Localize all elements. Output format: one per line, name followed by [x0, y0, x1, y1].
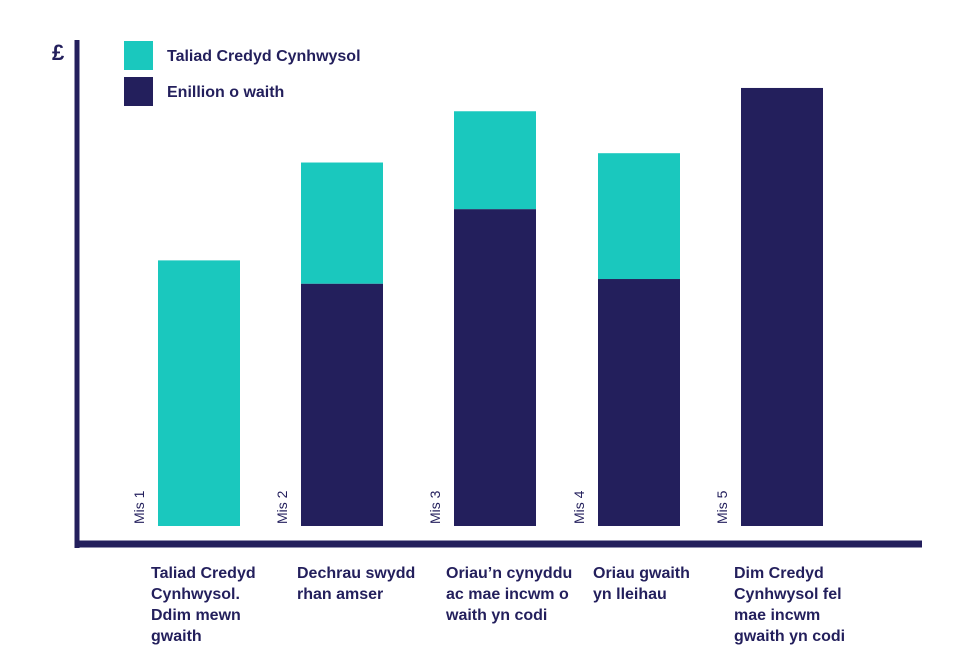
legend: Taliad Credyd Cynhwysol Enillion o waith — [124, 41, 361, 106]
month-label: Mis 5 — [714, 490, 730, 524]
category-captions: Taliad Credyd Cynhwysol. Ddim mewn gwaith De… — [151, 565, 845, 645]
category-caption-line: Cynhwysol fel — [734, 586, 842, 603]
month-label: Mis 4 — [571, 490, 587, 524]
category-caption-line: mae incwm — [734, 607, 820, 624]
category-caption-line: yn lleihau — [593, 586, 667, 603]
bar-mis4-taliad — [598, 153, 680, 280]
category-caption-line: Oriau gwaith — [593, 565, 690, 582]
legend-swatch — [124, 77, 153, 106]
bar-mis3-taliad — [454, 111, 536, 210]
bar-mis2-enillion — [301, 283, 383, 526]
category-caption-line: gwaith — [151, 628, 202, 645]
month-labels: Mis 1 Mis 2 Mis 3 Mis 4 Mis 5 — [131, 490, 730, 524]
legend-swatch — [124, 41, 153, 70]
bars-group — [158, 87, 823, 527]
y-axis-symbol: £ — [52, 40, 65, 65]
axes-group: £ — [52, 40, 922, 548]
category-caption-line: gwaith yn codi — [734, 628, 845, 645]
bar-mis3-enillion — [454, 209, 536, 526]
category-caption-line: waith yn codi — [445, 607, 547, 624]
legend-label: Taliad Credyd Cynhwysol — [167, 48, 361, 65]
bar-mis2-taliad — [301, 162, 383, 284]
category-caption-line: ac mae incwm o — [446, 586, 569, 603]
bar-mis5-enillion — [741, 87, 823, 527]
category-caption-line: Ddim mewn — [151, 607, 241, 624]
bar-mis1-taliad — [158, 260, 240, 526]
category-caption-line: Dim Credyd — [734, 565, 824, 582]
month-label: Mis 3 — [427, 490, 443, 524]
month-label: Mis 1 — [131, 490, 147, 524]
category-caption-line: Cynhwysol. — [151, 586, 240, 603]
category-caption-line: Oriau’n cynyddu — [446, 565, 572, 582]
bar-mis4-enillion — [598, 279, 680, 526]
category-caption-line: Dechrau swydd — [297, 565, 415, 582]
legend-label: Enillion o waith — [167, 84, 284, 101]
month-label: Mis 2 — [274, 490, 290, 524]
category-caption-line: rhan amser — [297, 586, 383, 603]
category-caption-line: Taliad Credyd — [151, 565, 256, 582]
